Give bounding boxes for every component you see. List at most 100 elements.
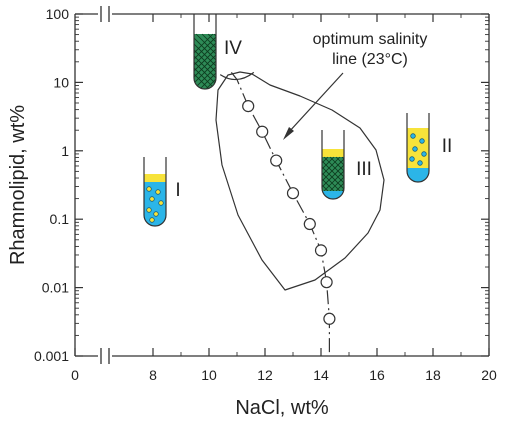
tube-iii-hatch [323, 156, 344, 192]
annotation-arrow-head [283, 127, 294, 140]
annotation-optimum-line-2: line (23°C) [332, 51, 408, 68]
phase-tubes [143, 14, 430, 227]
tube-iii-hatch [322, 156, 344, 192]
tube-iv-hatch [195, 33, 216, 89]
tube-ii-droplet [412, 146, 418, 152]
tube-iv-hatch [194, 33, 216, 89]
tube-iii-hatch [329, 156, 344, 192]
tube-iii-hatch [322, 156, 335, 192]
tube-i-droplet [153, 211, 159, 217]
tube-iii-hatch [282, 157, 316, 191]
tube-iv-hatch [194, 33, 216, 89]
tube-iii-glass [321, 130, 345, 200]
tube-iii-hatch [322, 156, 323, 192]
x-tick-label: 14 [313, 367, 329, 383]
tube-iv-hatch [194, 33, 214, 89]
tube-iii-hatch [322, 156, 323, 192]
optimum-point [256, 125, 269, 138]
tube-i-droplet [149, 196, 155, 202]
tube-ii-droplet [419, 138, 425, 144]
tube-iii-layer [322, 191, 344, 199]
tube-iv [193, 14, 217, 90]
tube-ii-droplet [409, 156, 415, 162]
optimum-point [286, 187, 300, 200]
tube-iii-hatch [335, 156, 344, 192]
tube-iii-hatch [322, 156, 344, 192]
phase-label-iv: IV [224, 38, 242, 59]
tube-iv-hatch [194, 33, 214, 89]
tube-ii-layer [407, 168, 429, 182]
tube-i-droplet [158, 200, 164, 206]
x-tick-label: 10 [201, 367, 217, 383]
annotation-optimum-line-1: optimum salinity [313, 31, 428, 48]
tube-ii-layers [407, 128, 429, 182]
phase-label-i: I [175, 180, 180, 201]
y-tick-label: 10 [53, 74, 69, 90]
tube-iii-hatch [335, 156, 344, 192]
tube-iv-hatch [194, 33, 216, 89]
tube-iii-layers [282, 149, 344, 199]
x-tick-label: 8 [149, 367, 157, 383]
tube-iii-hatch [329, 156, 344, 192]
tube-iv-hatch [194, 33, 216, 89]
tick-labels: 0.001 0.01 0.1 1 10 100 0 8 10 12 14 16 18 20 [34, 6, 497, 383]
tube-iv-hatch [195, 33, 216, 89]
tube-i-droplet [155, 189, 161, 195]
tube-i-droplet [146, 186, 152, 192]
tube-iv-layers [194, 33, 216, 89]
optimum-salinity-line [230, 72, 330, 356]
tube-iv-hatch [194, 33, 216, 89]
tube-i [143, 157, 167, 227]
optimum-point [303, 217, 316, 231]
tube-ii-droplet [421, 151, 427, 157]
tube-iii-layer [322, 149, 344, 157]
optimum-point [314, 244, 328, 257]
tube-i-droplet [149, 217, 155, 223]
tube-iv-glass [193, 14, 217, 90]
tube-iv-hatch [213, 33, 216, 89]
y-tick-label: 0.001 [34, 348, 69, 364]
tube-ii-droplet [410, 133, 416, 139]
x-tick-label: 20 [481, 367, 497, 383]
tube-ii-glass [406, 113, 430, 183]
tube-i-glass [143, 157, 167, 227]
labels: NaCl, wt% Rhamnolipid, wt% optimum salinit… [7, 31, 452, 419]
winsor-iii-region-outline [215, 71, 385, 291]
x-tick-label: 18 [425, 367, 441, 383]
x-tick-label: 12 [257, 367, 273, 383]
tube-iv-hatch [213, 33, 216, 89]
tube-i-droplet [146, 207, 152, 213]
axes [74, 6, 490, 364]
tube-ii-droplet [417, 160, 423, 166]
tube-iii [282, 130, 345, 200]
optimum-point [320, 276, 333, 289]
data-series [219, 71, 336, 356]
optimum-point [242, 100, 255, 113]
x-tick-label: 16 [369, 367, 385, 383]
optimum-line-tip [219, 71, 255, 81]
tube-iv-hatch [194, 33, 216, 89]
tube-iv-hatch [201, 33, 216, 89]
annotation-arrow-shaft [287, 72, 344, 134]
tube-iii-hatch [322, 156, 335, 192]
optimum-point [323, 312, 336, 325]
y-axis-label: Rhamnolipid, wt% [7, 105, 29, 265]
phase-label-ii: II [442, 136, 453, 157]
phase-label-iii: III [356, 159, 372, 180]
optimum-point [270, 154, 283, 167]
tube-iv-hatch [201, 33, 216, 89]
tube-iii-hatch [322, 156, 341, 192]
y-tick-label: 0.01 [42, 280, 69, 296]
y-tick-label: 1 [61, 143, 69, 159]
tube-iii-hatch [282, 157, 316, 191]
x-axis-label: NaCl, wt% [235, 397, 329, 419]
tube-i-layer [144, 174, 166, 182]
y-tick-label: 100 [46, 6, 70, 22]
y-tick-label: 0.1 [50, 211, 70, 227]
tube-i-layers [144, 174, 166, 226]
tube-iv-hatch [194, 33, 216, 89]
microemulsion-region [215, 71, 385, 291]
x-tick-label: 0 [71, 367, 79, 383]
tube-iv-hatch [194, 33, 216, 89]
